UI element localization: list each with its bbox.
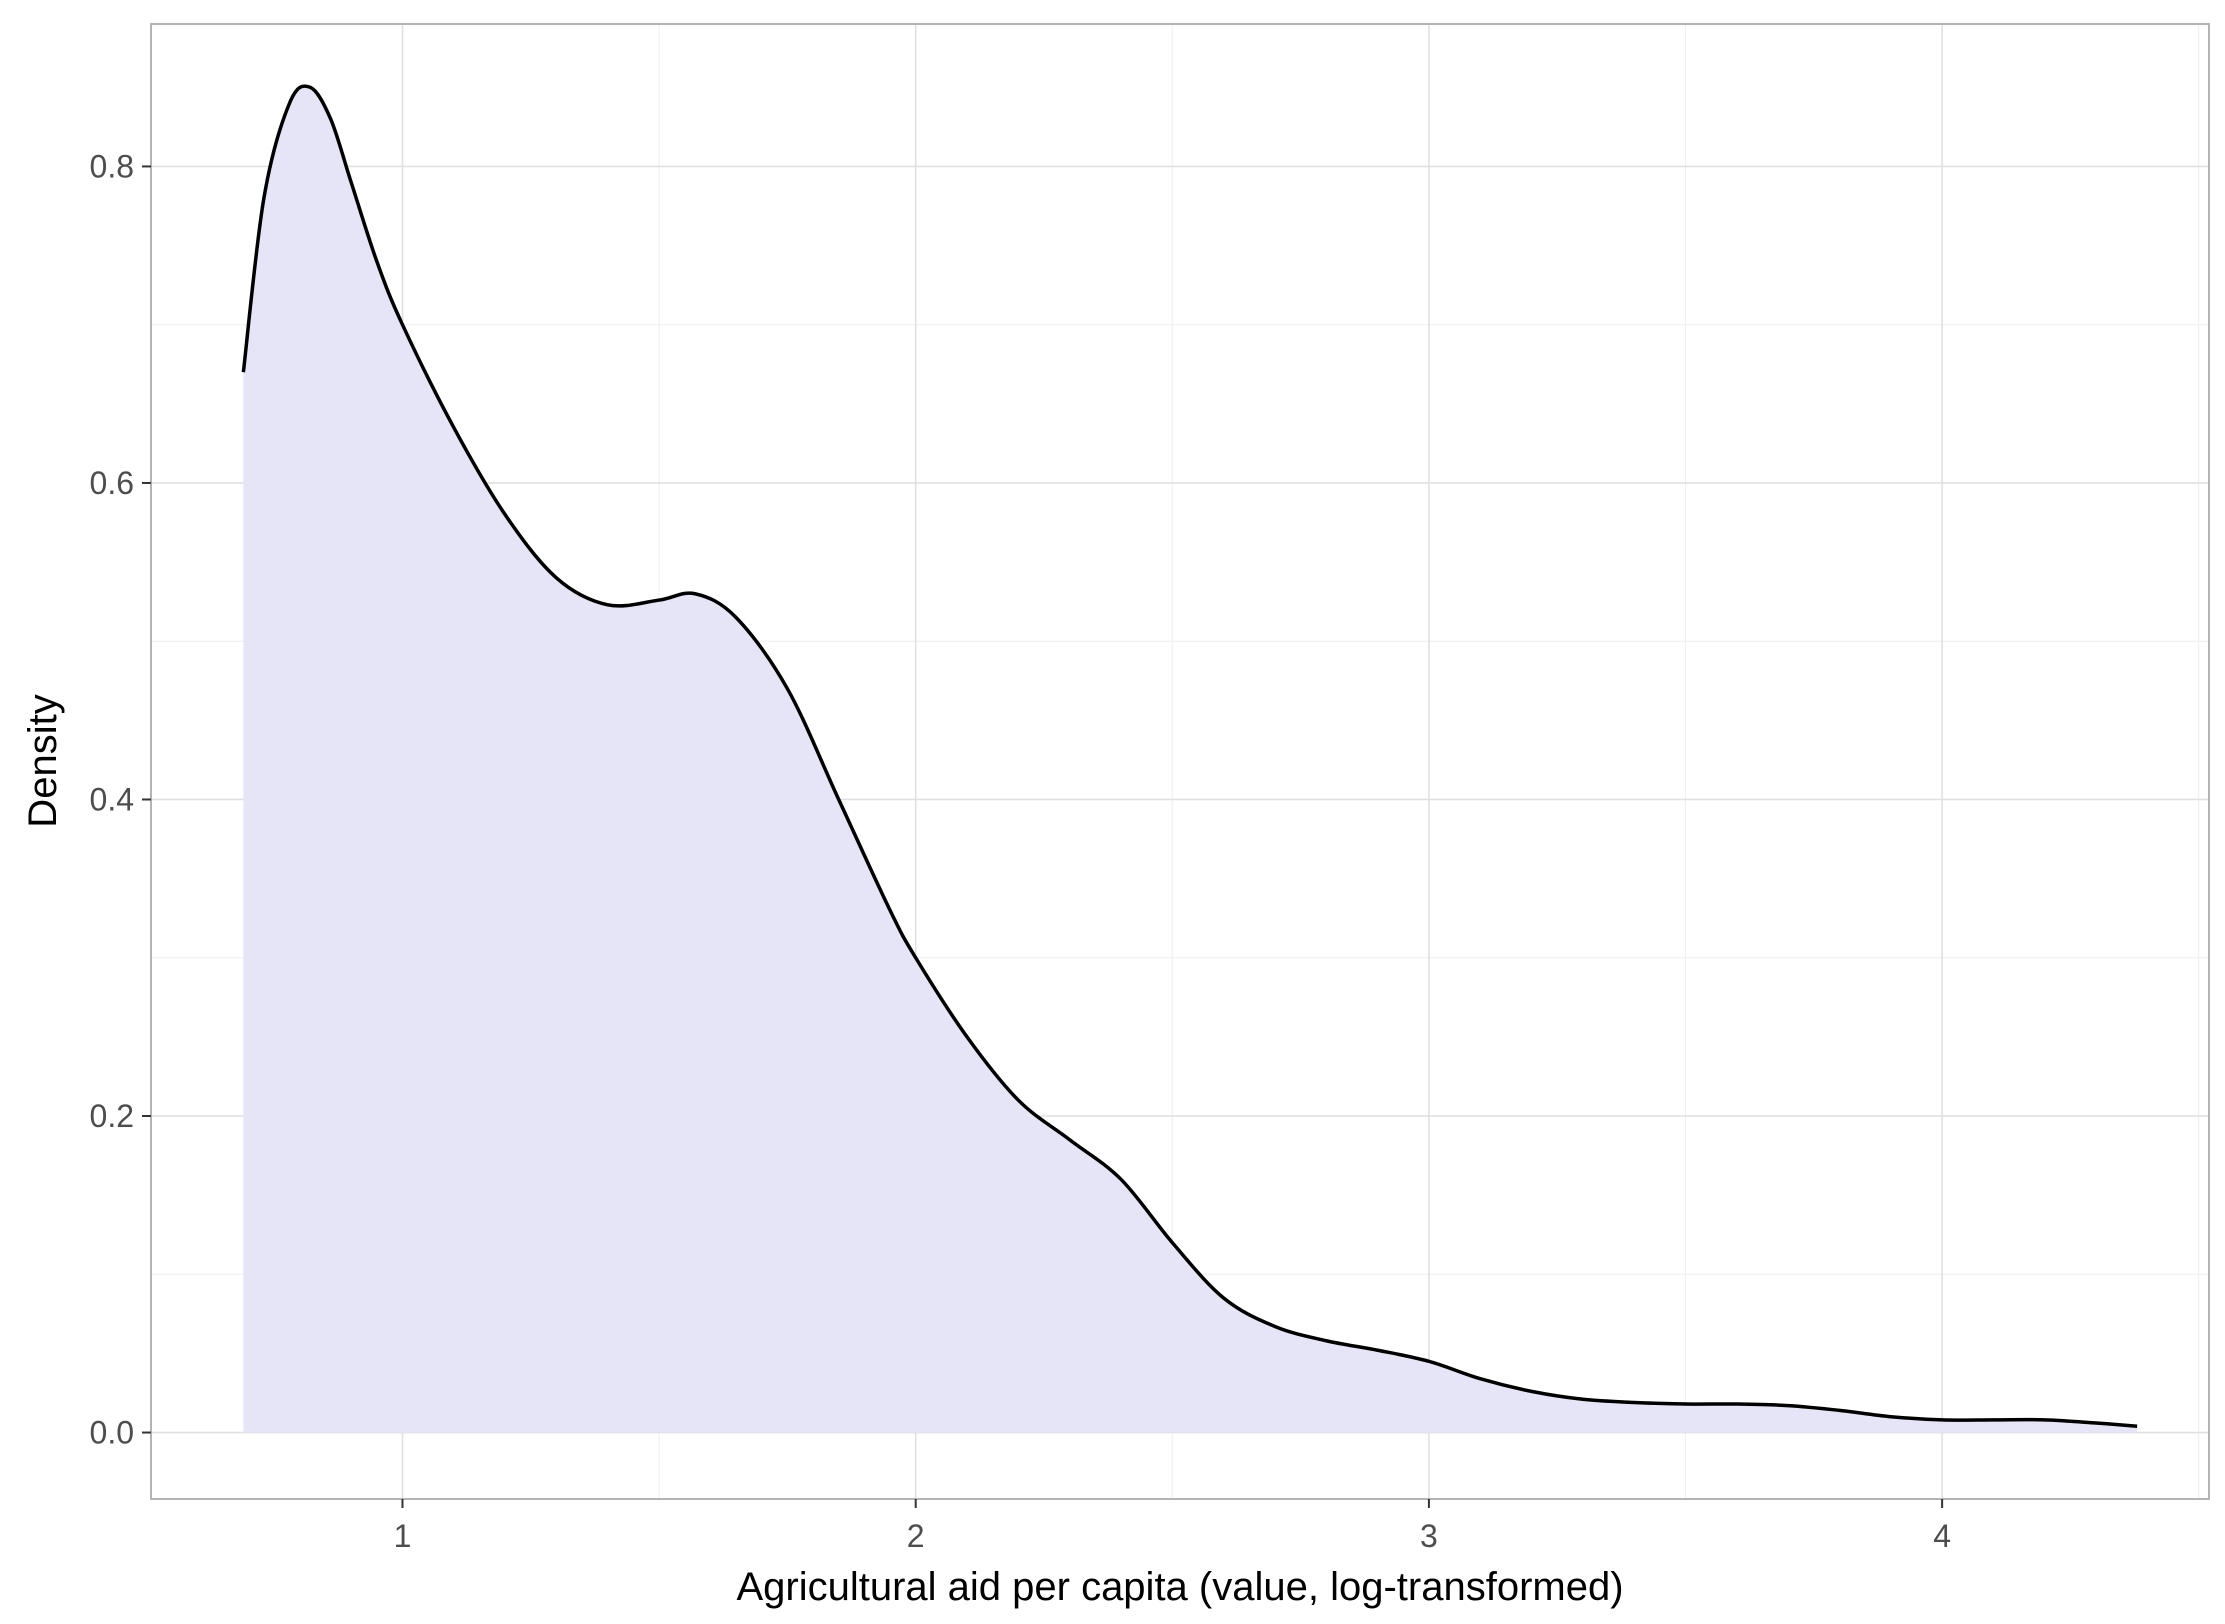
- y-tick-label: 0.0: [90, 1415, 134, 1451]
- y-tick-label: 0.4: [90, 781, 134, 817]
- density-area: [243, 86, 2138, 1433]
- y-axis-title: Density: [21, 694, 65, 827]
- y-tick-label: 0.2: [90, 1098, 134, 1134]
- density-line: [241, 84, 2138, 1428]
- x-tick-label: 4: [1933, 1518, 1951, 1554]
- y-tick-label: 0.8: [90, 148, 134, 184]
- x-axis-title: Agricultural aid per capita (value, log-…: [736, 1565, 1623, 1609]
- y-axis-ticks: 0.0 0.2 0.4 0.6 0.8: [90, 148, 151, 1451]
- panel-border: [150, 23, 2210, 1500]
- x-tick-label: 1: [394, 1518, 412, 1554]
- x-tick-label: 2: [907, 1518, 925, 1554]
- y-tick-label: 0.6: [90, 465, 134, 501]
- x-axis-ticks: 1 2 3 4: [394, 1499, 1951, 1554]
- x-tick-label: 3: [1420, 1518, 1438, 1554]
